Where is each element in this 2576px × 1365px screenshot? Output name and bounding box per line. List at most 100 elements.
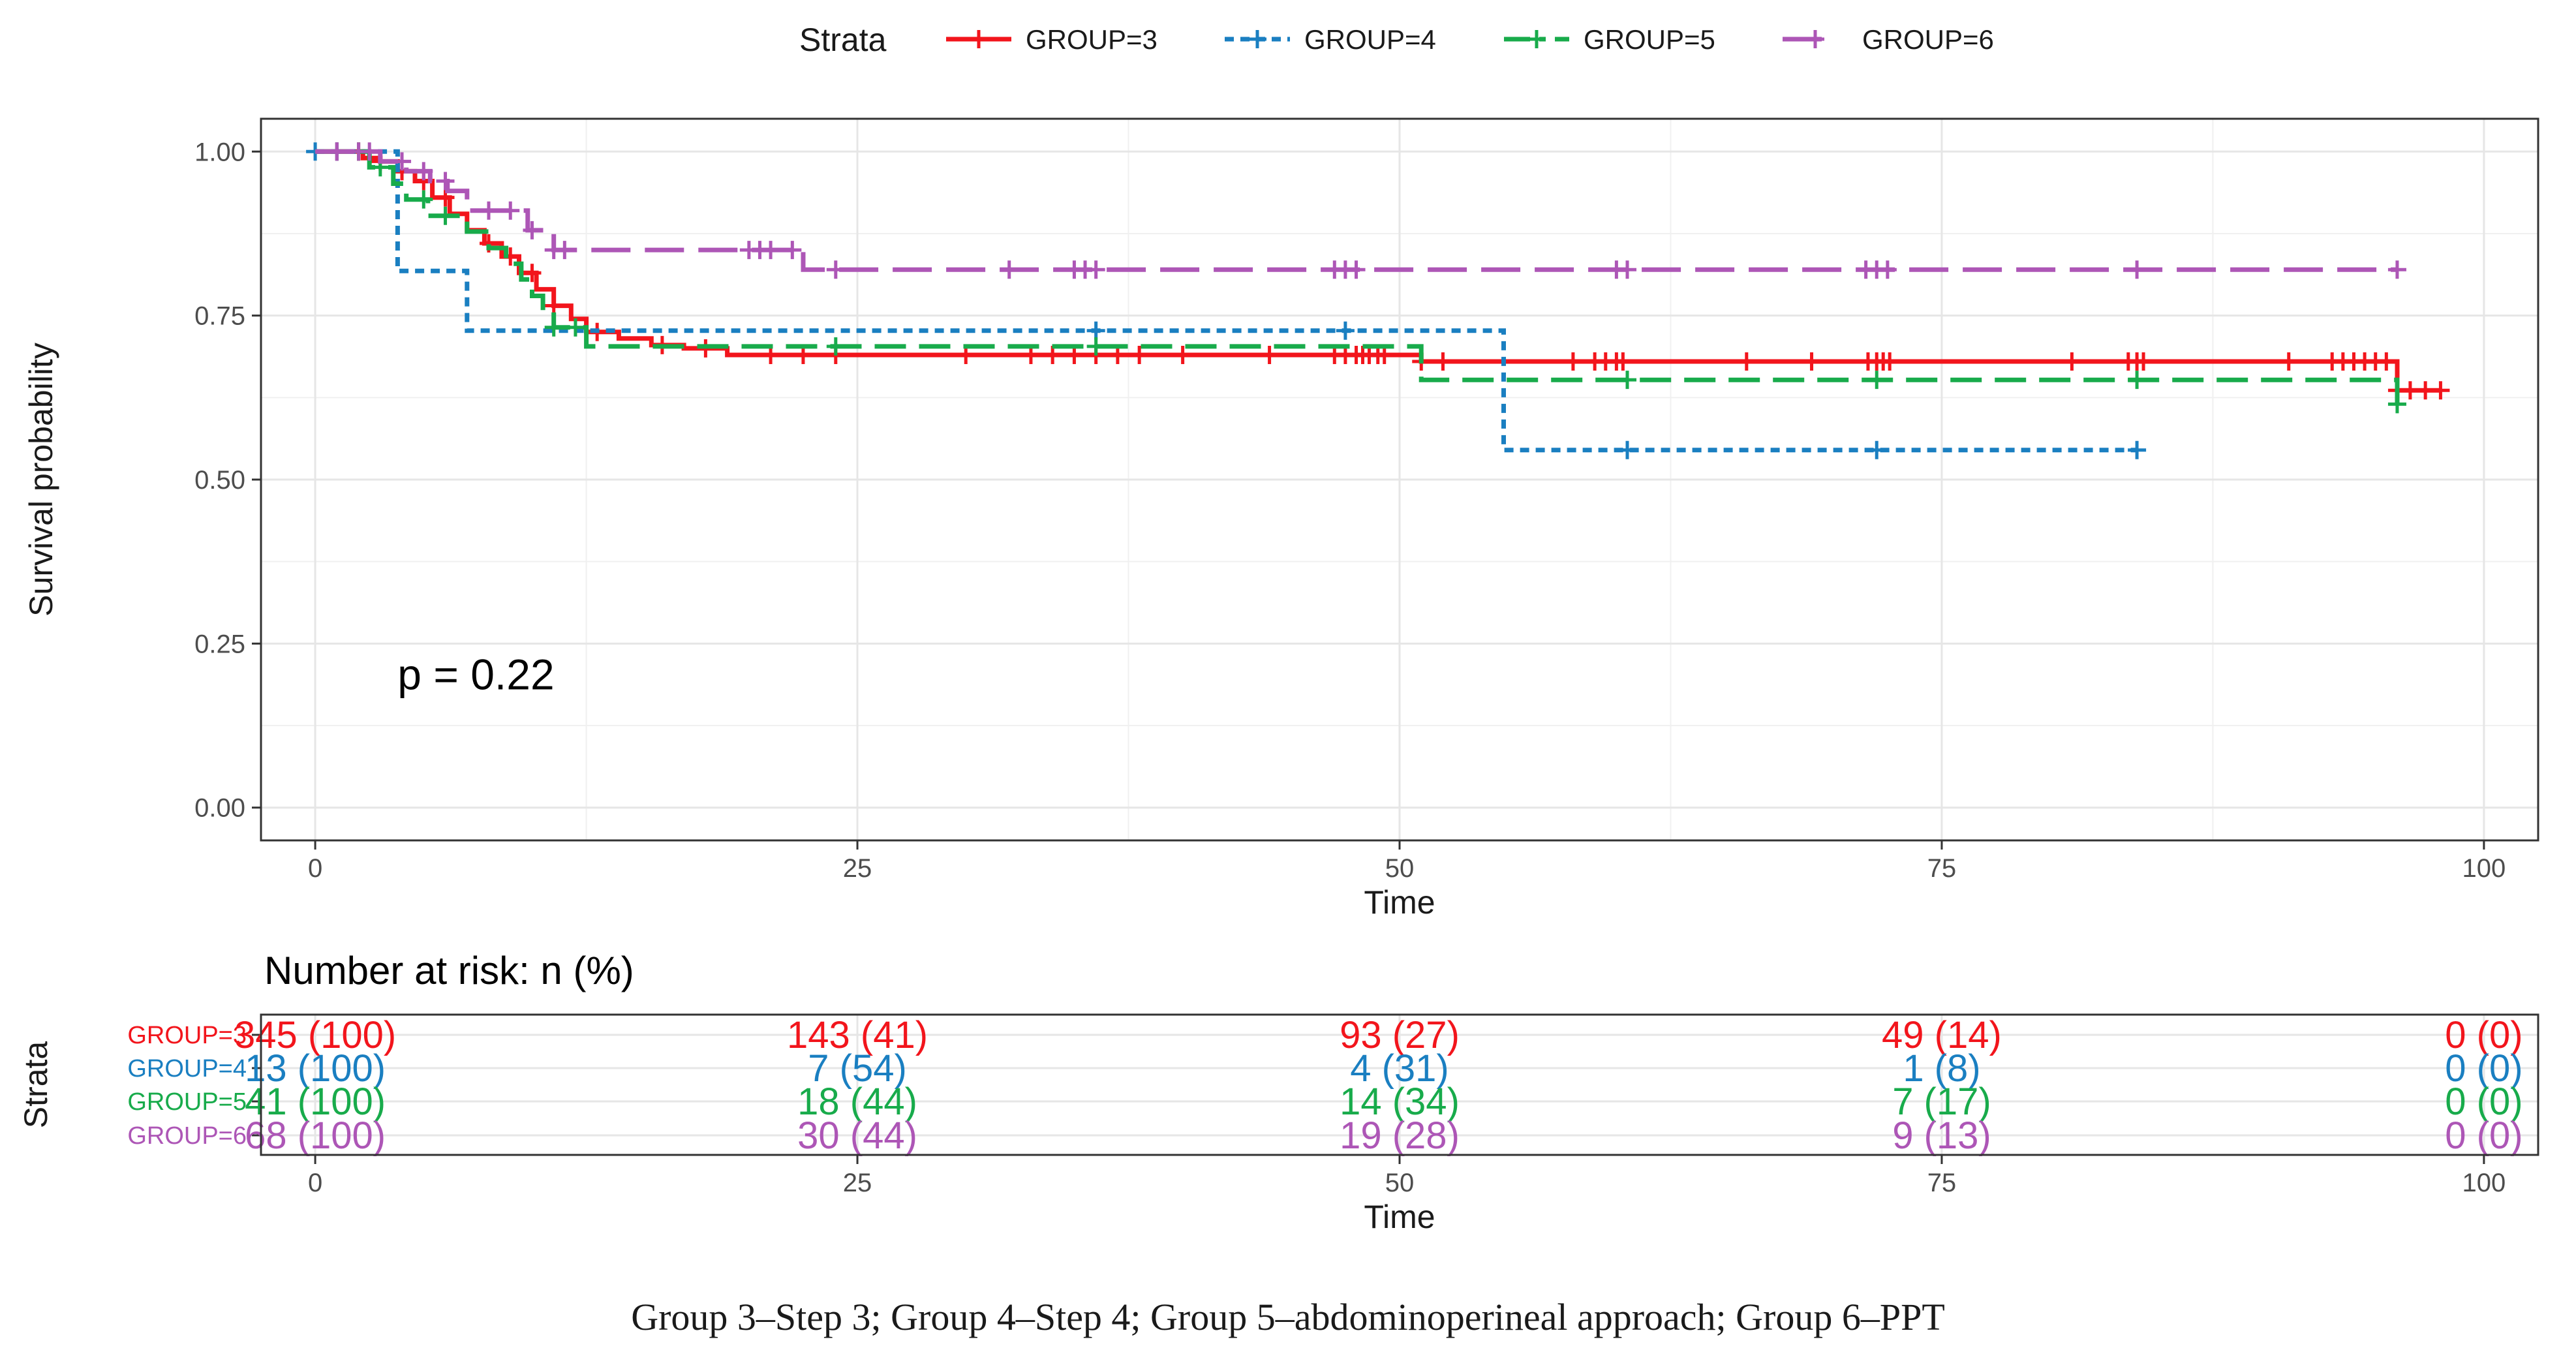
censor-mark bbox=[1867, 371, 1886, 390]
risk-cell: 0 (0) bbox=[2445, 1047, 2522, 1090]
censor-mark bbox=[1434, 352, 1452, 371]
censor-mark bbox=[1260, 345, 1279, 364]
risk-table-border bbox=[260, 1013, 2539, 1156]
censor-mark bbox=[1347, 260, 1366, 279]
risk-row-label: GROUP=4 bbox=[127, 1055, 247, 1082]
censor-mark bbox=[1618, 440, 1636, 459]
risk-cell: 0 (0) bbox=[2445, 1081, 2522, 1123]
censor-mark bbox=[523, 221, 542, 239]
risk-cell: 7 (17) bbox=[1892, 1081, 1991, 1123]
censor-mark bbox=[1086, 321, 1105, 340]
censor-mark bbox=[1336, 321, 1355, 340]
censor-mark bbox=[1878, 260, 1897, 279]
censor-mark bbox=[523, 264, 542, 283]
risk-cell: 18 (44) bbox=[797, 1081, 917, 1123]
censor-mark bbox=[566, 318, 585, 337]
risk-x-tick-label: 100 bbox=[2462, 1169, 2506, 1197]
legend-key-cross bbox=[1527, 30, 1546, 48]
x-tick-label: 50 bbox=[1385, 854, 1415, 883]
plot-border bbox=[260, 117, 2539, 842]
censor-mark bbox=[1086, 337, 1105, 356]
censor-mark bbox=[2128, 260, 2147, 279]
legend-key-cross bbox=[1806, 30, 1824, 48]
y-axis-title: Survival probability bbox=[23, 343, 59, 617]
censor-mark bbox=[1021, 345, 1040, 364]
risk-cell: 0 (0) bbox=[2445, 1114, 2522, 1157]
legend-key-cross bbox=[970, 30, 988, 48]
censor-mark bbox=[501, 201, 520, 220]
risk-cell: 7 (54) bbox=[808, 1047, 907, 1090]
censor-mark bbox=[793, 345, 812, 364]
y-tick-label: 1.00 bbox=[194, 138, 245, 166]
x-tick-label: 75 bbox=[1927, 854, 1957, 883]
censor-mark bbox=[2431, 381, 2450, 400]
censor-mark bbox=[414, 190, 433, 209]
risk-table-title: Number at risk: n (%) bbox=[264, 949, 634, 992]
censor-mark bbox=[2128, 440, 2147, 459]
legend-label: GROUP=4 bbox=[1304, 24, 1436, 55]
censor-mark bbox=[2128, 371, 2147, 390]
censor-mark bbox=[1108, 345, 1127, 364]
survival-curve-group-6 bbox=[315, 149, 2397, 272]
censor-mark bbox=[544, 318, 563, 337]
censor-mark bbox=[1043, 345, 1062, 364]
censor-mark bbox=[1375, 345, 1394, 364]
censor-mark bbox=[1867, 440, 1886, 459]
risk-cell: 1 (8) bbox=[1903, 1047, 1980, 1090]
y-tick-label: 0.00 bbox=[194, 794, 245, 823]
risk-x-axis-title: Time bbox=[1364, 1199, 1435, 1235]
risk-cell: 143 (41) bbox=[787, 1014, 928, 1056]
risk-cell: 14 (34) bbox=[1340, 1081, 1460, 1123]
censor-mark bbox=[2387, 395, 2406, 414]
legend-key-cross bbox=[1248, 30, 1266, 48]
censor-mark bbox=[360, 142, 379, 161]
x-tick-label: 0 bbox=[308, 854, 322, 883]
x-tick-label: 25 bbox=[843, 854, 872, 883]
risk-row-label: GROUP=3 bbox=[127, 1022, 247, 1049]
risk-row-label: GROUP=5 bbox=[127, 1088, 247, 1116]
x-axis-title: Time bbox=[1364, 884, 1435, 921]
y-tick-label: 0.50 bbox=[194, 466, 245, 495]
risk-cell: 13 (100) bbox=[245, 1047, 386, 1090]
censor-mark bbox=[1802, 352, 1821, 371]
censor-mark bbox=[1173, 345, 1192, 364]
censor-mark bbox=[1000, 260, 1019, 279]
censor-mark bbox=[436, 206, 455, 225]
censor-mark bbox=[1880, 352, 1899, 371]
survival-curve-group-4 bbox=[315, 149, 2138, 453]
censor-mark bbox=[1618, 260, 1636, 279]
censor-mark bbox=[1614, 352, 1633, 371]
y-tick-label: 0.75 bbox=[194, 302, 245, 331]
censor-mark bbox=[436, 172, 455, 191]
figure-caption: Group 3–Step 3; Group 4–Step 4; Group 5–… bbox=[631, 1296, 1945, 1338]
censor-mark bbox=[1618, 371, 1636, 390]
risk-cell: 93 (27) bbox=[1340, 1014, 1460, 1056]
censor-mark bbox=[2279, 352, 2298, 371]
censor-mark bbox=[393, 152, 412, 171]
risk-y-axis-title: Strata bbox=[18, 1041, 54, 1129]
censor-mark bbox=[2377, 352, 2396, 371]
risk-cell: 49 (14) bbox=[1882, 1014, 2002, 1056]
risk-cell: 4 (31) bbox=[1350, 1047, 1449, 1090]
censor-mark bbox=[544, 296, 563, 315]
survival-curve-group-5 bbox=[315, 149, 2400, 405]
censor-mark bbox=[2062, 352, 2081, 371]
censor-mark bbox=[1086, 260, 1105, 279]
risk-cell: 0 (0) bbox=[2445, 1014, 2522, 1056]
legend-label: GROUP=3 bbox=[1026, 24, 1158, 55]
censor-mark bbox=[761, 241, 780, 260]
risk-x-tick-label: 75 bbox=[1927, 1169, 1957, 1197]
risk-x-tick-label: 25 bbox=[843, 1169, 872, 1197]
y-tick-label: 0.25 bbox=[194, 630, 245, 658]
risk-cell: 30 (44) bbox=[797, 1114, 917, 1157]
censor-mark bbox=[1737, 352, 1756, 371]
legend-title: Strata bbox=[799, 22, 887, 58]
kaplan-meier-chart: 0.00 0.25 0.50 0.75 1.00 0 25 50 75 100 Time Surviv… bbox=[18, 22, 2539, 1235]
censor-mark bbox=[826, 337, 845, 356]
risk-row-label: GROUP=6 bbox=[127, 1122, 247, 1150]
legend-label: GROUP=5 bbox=[1584, 24, 1715, 55]
risk-cell: 9 (13) bbox=[1892, 1114, 1991, 1157]
censor-mark bbox=[480, 201, 498, 220]
risk-x-tick-label: 0 bbox=[308, 1169, 322, 1197]
